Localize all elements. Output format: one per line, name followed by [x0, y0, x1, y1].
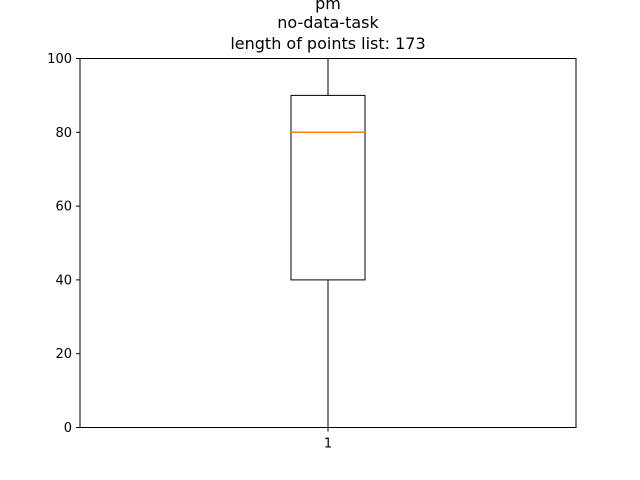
chart-title: pm no-data-task length of points list: 1… — [230, 0, 425, 53]
y-tick-label: 20 — [55, 347, 72, 362]
box-series — [290, 58, 366, 428]
x-axis: 1 — [324, 427, 332, 452]
y-tick-label: 80 — [55, 126, 72, 141]
y-tick-label: 0 — [64, 421, 72, 436]
chart-title-line-1: pm — [315, 0, 341, 13]
chart-title-line-2: no-data-task — [277, 13, 379, 32]
chart-title-line-3: length of points list: 173 — [230, 34, 425, 53]
x-tick-label: 1 — [324, 437, 332, 452]
interquartile-box — [290, 94, 366, 281]
y-axis: 0 20 40 60 80 100 — [47, 52, 80, 436]
y-tick-label: 60 — [55, 200, 72, 215]
y-tick-label: 100 — [47, 52, 72, 67]
y-tick-label: 40 — [55, 273, 72, 288]
